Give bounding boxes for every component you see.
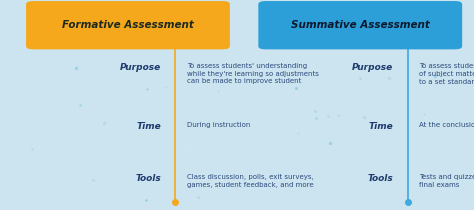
Text: Tools: Tools — [368, 174, 393, 183]
Text: Summative Assessment: Summative Assessment — [291, 20, 429, 30]
Text: Tests and quizzes, midterm exams,
final exams: Tests and quizzes, midterm exams, final … — [419, 174, 474, 188]
Text: Time: Time — [369, 122, 393, 131]
FancyBboxPatch shape — [26, 1, 230, 49]
Text: Purpose: Purpose — [120, 63, 161, 72]
Text: Time: Time — [137, 122, 161, 131]
Text: During instruction: During instruction — [187, 122, 251, 128]
Text: Tools: Tools — [136, 174, 161, 183]
Text: To assess students' understanding
while they're learning so adjustments
can be m: To assess students' understanding while … — [187, 63, 319, 84]
Text: At the conclusion of the course/unit: At the conclusion of the course/unit — [419, 122, 474, 128]
Text: Purpose: Purpose — [352, 63, 393, 72]
Text: Formative Assessment: Formative Assessment — [62, 20, 194, 30]
Text: Class discussion, polls, exit surveys,
games, student feedback, and more: Class discussion, polls, exit surveys, g… — [187, 174, 314, 188]
FancyBboxPatch shape — [258, 1, 462, 49]
Text: To assess students' comprehension
of subject matter, typically compared
to a set: To assess students' comprehension of sub… — [419, 63, 474, 84]
